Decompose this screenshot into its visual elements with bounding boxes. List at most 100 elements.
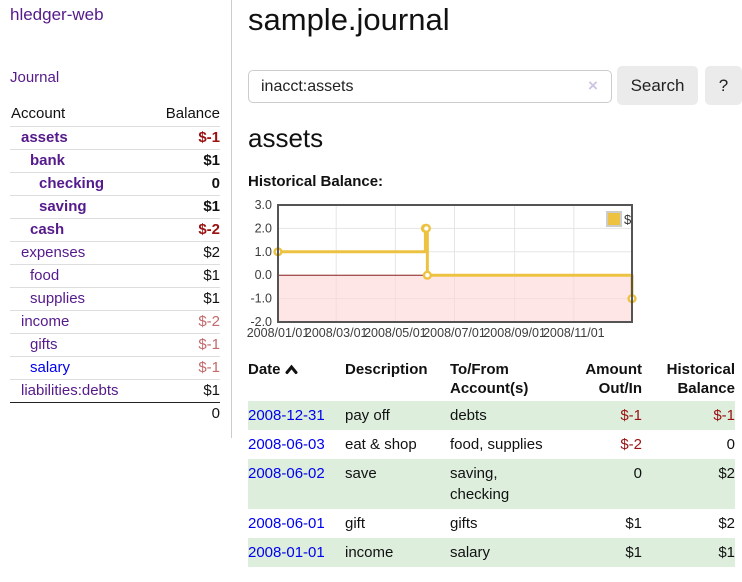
x-axis-tick-label: 2008/03/01 [305,326,368,340]
account-row: salary $-1 [10,356,220,379]
account-balance: $-1 [198,359,220,376]
transaction-balance: $2 [718,515,735,532]
account-row: supplies $1 [10,287,220,310]
account-link-liabilities-debts[interactable]: liabilities:debts [21,382,119,399]
y-axis-tick-label: 1.0 [255,245,272,259]
account-balance: $1 [203,382,220,399]
account-link-salary[interactable]: salary [30,359,71,376]
transaction-accounts: food, supplies [450,436,543,453]
search-button[interactable]: Search [617,66,698,105]
accounts-list: assets $-1 bank $1 checking 0 saving $1 cash $-2 e… [10,126,220,402]
negative-region [278,275,632,322]
transaction-date: 2008-06-02 [248,459,345,509]
app-title-link[interactable]: hledger-web [10,5,104,24]
transaction-date-link[interactable]: 2008-06-01 [248,515,325,532]
balance-column-header: Balance [165,105,220,122]
transaction-description: save [345,459,450,509]
account-link-bank[interactable]: bank [30,152,66,169]
account-balance: $-1 [198,336,220,353]
sort-ascending-icon [285,364,298,374]
account-link-income[interactable]: income [21,313,70,330]
help-button[interactable]: ? [705,66,742,105]
account-link-food[interactable]: food [30,267,60,284]
description-column-header: Description [345,361,428,378]
x-axis-tick-label: 2008/01/01 [247,326,310,340]
account-row: food $1 [10,264,220,287]
search-form: × Search ? [248,66,742,106]
transaction-row: 2008-01-01 income salary $1 $1 [248,538,735,567]
transaction-date: 2008-12-31 [248,401,345,430]
transaction-description: pay off [345,401,450,430]
journal-link[interactable]: Journal [10,69,60,86]
account-link-cash[interactable]: cash [30,221,65,238]
account-balance: $-2 [198,313,220,330]
transaction-amount: $-2 [620,436,642,453]
transaction-date-link[interactable]: 2008-06-03 [248,436,325,453]
sidebar: hledger-web Journal Account Balance asse… [0,0,232,438]
account-link-gifts[interactable]: gifts [30,336,58,353]
accounts-panel: Account Balance assets $-1 bank $1 checking 0… [10,102,220,425]
transaction-balance: $1 [642,538,735,567]
search-input[interactable] [248,70,612,103]
y-axis-tick-label: 0.0 [255,268,272,282]
account-heading: assets [248,123,324,153]
accounts-total-balance: 0 [211,405,220,422]
transaction-balance: $-1 [642,401,735,430]
account-link-supplies[interactable]: supplies [30,290,86,307]
transaction-row: 2008-06-03 eat & shop food, supplies $-2 0 [248,430,735,459]
data-point-marker [421,223,431,234]
transaction-description: gift [345,515,366,532]
account-row: saving $1 [10,195,220,218]
y-axis-tick-label: -2.0 [250,315,272,329]
transaction-balance: 0 [726,436,735,453]
transaction-accounts: debts [450,401,583,430]
account-link-saving[interactable]: saving [39,198,87,215]
x-axis-tick-label: 2008/09/01 [483,326,546,340]
transaction-amount: $1 [625,515,642,532]
account-link-checking[interactable]: checking [39,175,105,192]
account-balance: $1 [203,198,220,215]
account-column-header: Account [11,105,66,122]
account-balance: $-2 [198,221,220,238]
balance-column-header: Historical Balance [666,361,735,397]
transaction-row: 2008-12-31 pay off debts $-1 $-1 [248,401,735,430]
main-content: sample.journal × Search ? assets Histori… [247,0,742,582]
account-row: checking 0 [10,172,220,195]
accounts-header: Account Balance [10,102,220,126]
account-row: gifts $-1 [10,333,220,356]
transaction-date-link[interactable]: 2008-06-02 [248,465,325,482]
y-axis-tick-label: 3.0 [255,198,272,212]
transactions-header-row: Date Description To/From Account(s) Amou… [248,358,735,401]
transaction-accounts: saving, checking [450,459,583,509]
account-row: bank $1 [10,149,220,172]
account-row: assets $-1 [10,126,220,149]
transaction-accounts: salary [450,538,583,567]
y-axis-tick-label: -1.0 [250,292,272,306]
transaction-accounts: gifts [450,515,478,532]
amount-column-header: Amount Out/In [585,361,642,397]
account-balance: $1 [203,267,220,284]
account-row: cash $-2 [10,218,220,241]
account-row: income $-2 [10,310,220,333]
historical-balance-chart: 3.0 2.0 1.0 0.0 -1.0 -2.02008/01/012008/03/01… [247,198,637,340]
sidebar-item-journal: Journal [10,69,59,86]
clear-search-icon[interactable]: × [588,76,598,95]
tofrom-column-header: To/From Account(s) [450,361,529,397]
account-link-expenses[interactable]: expenses [21,244,86,261]
transaction-date-link[interactable]: 2008-12-31 [248,407,325,424]
chart-title: Historical Balance: [248,173,384,190]
transaction-date: 2008-06-01 [248,509,345,538]
app-title: hledger-web [10,5,104,25]
transaction-date-link[interactable]: 2008-01-01 [248,544,325,561]
transaction-amount: $-1 [583,401,642,430]
transaction-amount: 0 [583,459,642,509]
account-link-assets[interactable]: assets [21,129,68,146]
accounts-total-row: 0 [10,402,220,425]
page-title: sample.journal [248,2,450,37]
date-column-header[interactable]: Date [248,358,345,401]
legend-label: $ [624,212,632,227]
transaction-row: 2008-06-02 save saving, checking 0 $2 [248,459,735,509]
transaction-date: 2008-06-03 [248,430,345,459]
account-balance: $2 [203,244,220,261]
account-row: expenses $2 [10,241,220,264]
